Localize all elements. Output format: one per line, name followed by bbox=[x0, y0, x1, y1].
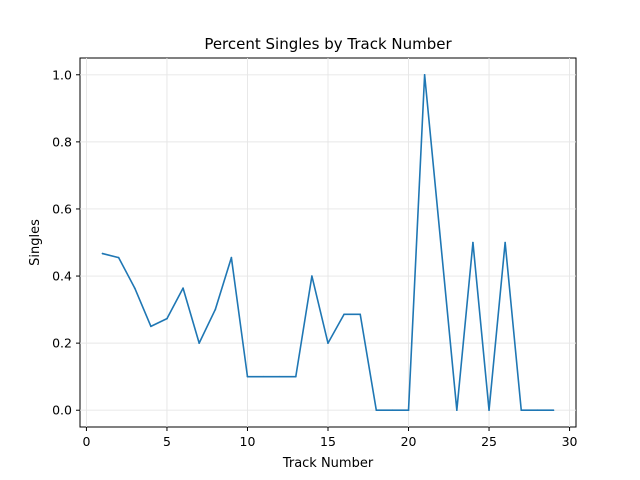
y-tick-label: 0.0 bbox=[52, 403, 72, 418]
data-point bbox=[133, 287, 136, 289]
data-point bbox=[262, 375, 265, 378]
data-point bbox=[246, 375, 249, 378]
data-point bbox=[278, 375, 281, 378]
data-point bbox=[391, 409, 394, 412]
data-point bbox=[375, 409, 378, 412]
series-layer bbox=[101, 73, 555, 412]
x-axis-label: Track Number bbox=[282, 456, 374, 471]
axis-ticks: 0 5 10 15 20 25 30 0.0 0.2 0.4 0.6 0.8 1.0 bbox=[52, 67, 577, 449]
x-tick-label: 30 bbox=[562, 434, 578, 449]
data-point bbox=[182, 287, 184, 289]
x-tick-label: 20 bbox=[401, 434, 417, 449]
data-point bbox=[520, 409, 523, 412]
data-point bbox=[101, 252, 104, 255]
data-point bbox=[407, 409, 410, 412]
data-point bbox=[311, 275, 313, 277]
x-tick-label: 0 bbox=[82, 434, 90, 449]
y-tick-label: 0.4 bbox=[52, 269, 72, 284]
data-point bbox=[150, 325, 152, 328]
data-point bbox=[456, 409, 458, 412]
data-point bbox=[294, 375, 297, 378]
data-point bbox=[327, 342, 329, 344]
data-point bbox=[117, 256, 120, 259]
data-point bbox=[552, 409, 555, 412]
x-tick-label: 25 bbox=[481, 434, 497, 449]
data-point bbox=[230, 256, 233, 259]
x-tick-label: 15 bbox=[320, 434, 336, 449]
data-point bbox=[423, 73, 426, 76]
y-tick-label: 1.0 bbox=[52, 67, 72, 82]
y-axis-label: Singles bbox=[28, 219, 43, 266]
data-point bbox=[472, 241, 474, 244]
data-point bbox=[504, 241, 506, 244]
data-point bbox=[488, 409, 490, 412]
data-point bbox=[343, 313, 345, 316]
y-tick-label: 0.2 bbox=[52, 336, 72, 351]
data-point bbox=[198, 342, 200, 344]
data-point bbox=[359, 313, 362, 316]
x-tick-label: 10 bbox=[240, 434, 256, 449]
y-tick-label: 0.8 bbox=[52, 134, 72, 149]
x-tick-label: 5 bbox=[163, 434, 171, 449]
y-tick-label: 0.6 bbox=[52, 201, 72, 216]
chart-title: Percent Singles by Track Number bbox=[204, 35, 452, 53]
data-point bbox=[166, 317, 168, 320]
data-point bbox=[439, 241, 442, 244]
data-point bbox=[214, 308, 217, 311]
data-point bbox=[536, 409, 539, 412]
